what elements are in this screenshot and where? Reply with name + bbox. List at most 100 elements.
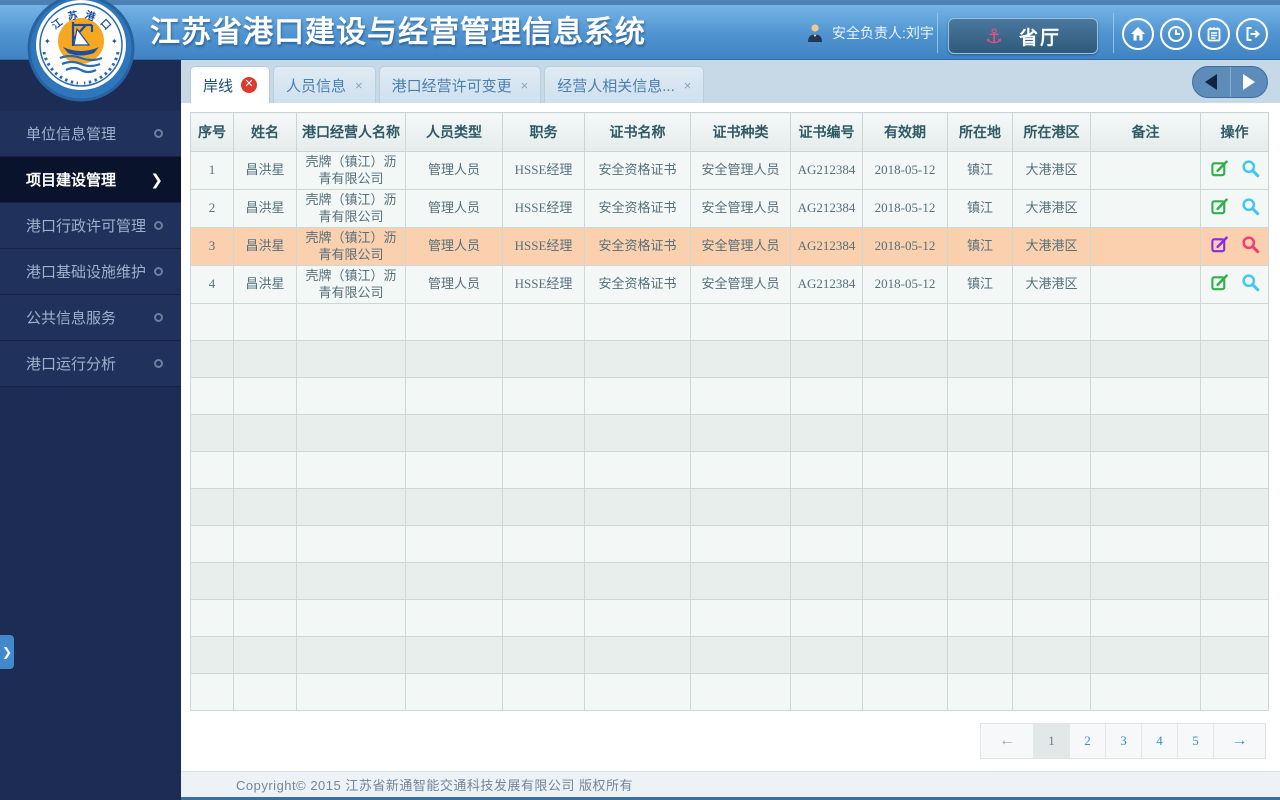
sidebar-item-operation-analysis[interactable]: 港口运行分析 ❯ (0, 341, 181, 387)
tab-scroll-left-icon[interactable] (1193, 67, 1230, 97)
table-cell: 镇江 (947, 151, 1013, 190)
table-cell (1200, 451, 1269, 489)
sidebar-item-label: 项目建设管理 (26, 172, 117, 189)
table-row[interactable]: 2 昌洪星 壳牌（镇江）沥青有限公司 管理人员 HSSE经理 安全资格证书 安全管理人员 AG… (190, 189, 1269, 228)
notepad-icon[interactable] (1198, 18, 1230, 50)
table-cell (584, 525, 691, 563)
table-cell: HSSE经理 (502, 189, 585, 228)
sidebar-item-admin-license[interactable]: 港口行政许可管理 ❯ (0, 203, 181, 249)
port-logo: 江苏港口 ✦ ✦ (24, 0, 138, 108)
edit-icon[interactable] (1210, 197, 1229, 221)
sidebar-item-label: 港口行政许可管理 (26, 218, 147, 235)
page-button-4[interactable]: 4 (1141, 724, 1177, 758)
logout-icon[interactable] (1236, 18, 1268, 50)
sidebar-item-project-construction[interactable]: 项目建设管理 ❯ (0, 157, 181, 203)
table-cell (502, 451, 585, 489)
table-cell (296, 414, 406, 452)
sidebar-item-unit-info[interactable]: 单位信息管理 ❯ (0, 111, 181, 157)
search-icon[interactable] (1241, 235, 1260, 259)
table-cell (690, 340, 791, 378)
table-cell (296, 340, 406, 378)
table-cell (584, 414, 691, 452)
table-cell (690, 414, 791, 452)
table-cell (233, 562, 297, 600)
edit-icon[interactable] (1210, 235, 1229, 259)
table-cell (405, 562, 503, 600)
table-cell (405, 488, 503, 526)
table-cell (190, 562, 234, 600)
table-cell (233, 525, 297, 563)
dept-button[interactable]: ⚓ 省厅 (948, 18, 1098, 54)
table-cell (1200, 673, 1269, 711)
table-cell (190, 488, 234, 526)
sidebar-item-infrastructure[interactable]: 港口基础设施维护 ❯ (0, 249, 181, 295)
table-cell (190, 340, 234, 378)
table-cell (862, 488, 948, 526)
home-icon[interactable] (1122, 18, 1154, 50)
table-cell (862, 451, 948, 489)
topbar: 江苏省港口建设与经营管理信息系统 安全负责人:刘宇 ⚓ 省厅 (0, 0, 1280, 60)
close-x-icon[interactable]: × (355, 77, 363, 93)
sidebar-item-label: 单位信息管理 (26, 126, 117, 143)
col-header: 有效期 (862, 112, 948, 152)
table-cell (1090, 488, 1201, 526)
table-cell (790, 636, 863, 674)
search-icon[interactable] (1241, 273, 1260, 297)
sidebar-expand-handle[interactable]: ❯ (0, 635, 14, 669)
page-button-2[interactable]: 2 (1069, 724, 1105, 758)
table-cell (790, 340, 863, 378)
table-cell (947, 562, 1013, 600)
table-cell (1090, 562, 1201, 600)
table-row[interactable]: 3 昌洪星 壳牌（镇江）沥青有限公司 管理人员 HSSE经理 安全资格证书 安全管理人员 AG… (190, 227, 1269, 266)
table-cell: 4 (190, 265, 234, 304)
table-cell (1090, 303, 1201, 341)
table-cell: 1 (190, 151, 234, 190)
table-row[interactable]: 4 昌洪星 壳牌（镇江）沥青有限公司 管理人员 HSSE经理 安全资格证书 安全管理人员 AG… (190, 265, 1269, 304)
col-header: 所在港区 (1012, 112, 1091, 152)
table-row[interactable]: 1 昌洪星 壳牌（镇江）沥青有限公司 管理人员 HSSE经理 安全资格证书 安全管理人员 AG… (190, 151, 1269, 190)
edit-icon[interactable] (1210, 159, 1229, 183)
close-circle-icon[interactable]: ✕ (241, 77, 258, 93)
table-cell (947, 414, 1013, 452)
table-cell (1012, 340, 1091, 378)
table-cell (584, 562, 691, 600)
tab-operator-related-info[interactable]: 经营人相关信息... × (544, 66, 705, 103)
tab-license-change[interactable]: 港口经营许可变更 × (378, 66, 542, 103)
search-icon[interactable] (1241, 197, 1260, 221)
table-cell: AG212384 (790, 151, 863, 190)
table-cell: 安全资格证书 (584, 189, 691, 228)
table-cell (233, 488, 297, 526)
table-cell (790, 414, 863, 452)
close-x-icon[interactable]: × (683, 77, 692, 93)
table-cell (1200, 599, 1269, 637)
table-cell: 2018-05-12 (862, 189, 948, 228)
sidebar-item-public-info[interactable]: 公共信息服务 ❯ (0, 295, 181, 341)
table-cell (1200, 377, 1269, 415)
table-cell (790, 451, 863, 489)
table-cell: 昌洪星 (233, 189, 297, 228)
table-cell: 2 (190, 189, 234, 228)
next-page-icon[interactable]: → (1213, 724, 1265, 758)
page-button-3[interactable]: 3 (1105, 724, 1141, 758)
table-cell (233, 636, 297, 674)
prev-page-icon[interactable]: ← (981, 724, 1033, 758)
edit-icon[interactable] (1210, 273, 1229, 297)
table-cell (584, 303, 691, 341)
page-button-1[interactable]: 1 (1033, 724, 1069, 758)
table-cell (405, 414, 503, 452)
table-cell: 2018-05-12 (862, 151, 948, 190)
page-button-5[interactable]: 5 (1177, 724, 1213, 758)
table-cell (296, 303, 406, 341)
table-cell: HSSE经理 (502, 151, 585, 190)
tab-shoreline[interactable]: 岸线 ✕ (190, 66, 271, 103)
table-cell (233, 340, 297, 378)
clock-icon[interactable] (1160, 18, 1192, 50)
tab-scroll-right-icon[interactable] (1229, 67, 1268, 97)
close-x-icon[interactable]: × (520, 77, 529, 93)
table-cell (1090, 265, 1201, 304)
table-cell (502, 377, 585, 415)
search-icon[interactable] (1241, 159, 1260, 183)
table-cell (405, 451, 503, 489)
table-cell (862, 599, 948, 637)
tab-personnel-info[interactable]: 人员信息 × (273, 66, 376, 103)
